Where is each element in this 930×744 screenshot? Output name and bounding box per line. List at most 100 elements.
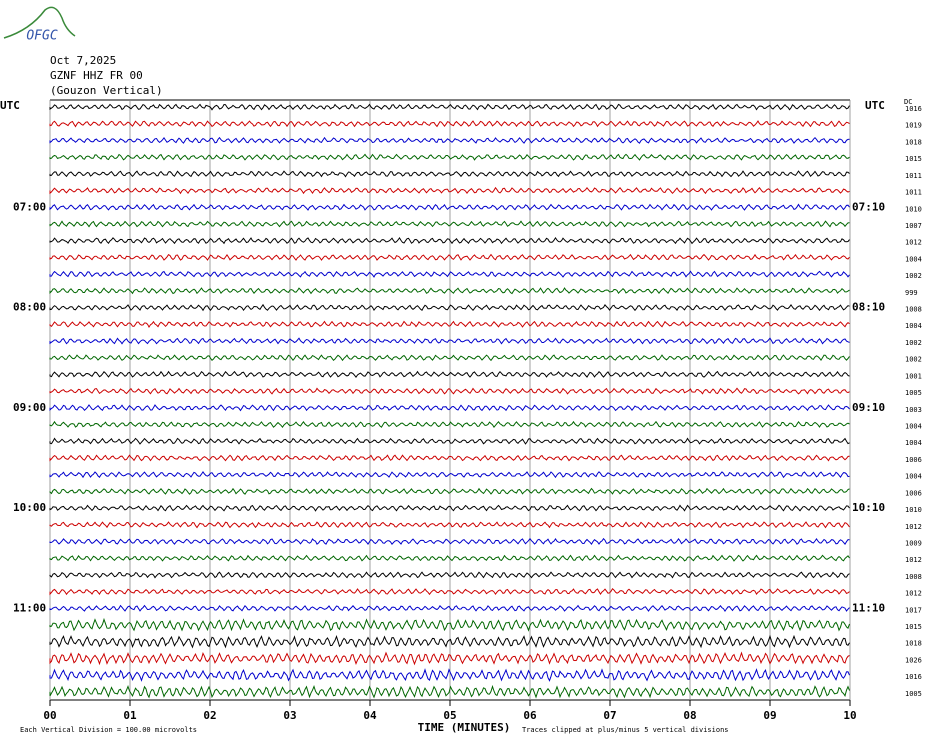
trace (49, 437, 850, 445)
trace (49, 303, 850, 312)
dc-offset: 1017 (905, 606, 922, 614)
logo: OFGC (26, 29, 57, 44)
trace (49, 103, 850, 111)
x-tick-label: 00 (43, 709, 56, 722)
dc-offset: 1008 (905, 573, 922, 581)
trace (49, 120, 850, 128)
trace (49, 170, 850, 178)
trace (49, 617, 850, 632)
dc-offset: 1009 (905, 539, 922, 547)
trace (49, 537, 850, 546)
dc-offset: 1003 (905, 406, 922, 414)
logo-mark (3, 6, 76, 39)
x-tick-label: 02 (203, 709, 216, 722)
dc-offset: 1015 (905, 155, 922, 163)
dc-offset: 1004 (905, 473, 922, 481)
minute-label: 07:10 (852, 200, 885, 213)
dc-offset: 1008 (905, 306, 922, 314)
trace (49, 270, 850, 278)
trace (49, 668, 850, 682)
station: GZNF HHZ FR 00 (50, 69, 143, 82)
hour-label: 10:00 (13, 501, 46, 514)
dc-offset: 999 (905, 289, 918, 297)
hour-label: 07:00 (13, 200, 46, 213)
trace (49, 186, 850, 195)
minute-label: 08:10 (852, 301, 885, 314)
dc-offset: 1011 (905, 172, 922, 180)
trace (49, 203, 850, 211)
hour-label: 09:00 (13, 401, 46, 414)
dc-offset: 1012 (905, 523, 922, 531)
dc-offset: 1001 (905, 372, 922, 380)
trace (49, 320, 850, 328)
dc-offset: 1016 (905, 673, 922, 681)
trace (49, 420, 850, 429)
minute-label: 09:10 (852, 401, 885, 414)
dc-offset: 1004 (905, 322, 922, 330)
trace (49, 387, 850, 395)
trace (49, 684, 850, 699)
x-tick-label: 04 (363, 709, 377, 722)
dc-offset: 1011 (905, 189, 922, 197)
dc-offset: 1002 (905, 272, 922, 280)
hour-label: 08:00 (13, 301, 46, 314)
left-axis-label: UTC (0, 99, 20, 112)
trace (49, 153, 850, 161)
trace (49, 588, 850, 596)
trace (49, 220, 850, 228)
trace (49, 404, 850, 412)
dc-offset: 1012 (905, 239, 922, 247)
trace (49, 521, 850, 529)
x-tick-label: 05 (443, 709, 456, 722)
trace (49, 634, 850, 649)
dc-offset: 1018 (905, 138, 922, 146)
x-tick-label: 07 (603, 709, 616, 722)
minute-label: 11:10 (852, 601, 885, 614)
x-tick-label: 09 (763, 709, 776, 722)
dc-offset: 1005 (905, 389, 922, 397)
trace (49, 236, 850, 245)
dc-offset: 1012 (905, 590, 922, 598)
x-tick-label: 01 (123, 709, 137, 722)
dc-offset: 1018 (905, 640, 922, 648)
trace (49, 504, 850, 512)
dc-offset: 1004 (905, 422, 922, 430)
dc-offset: 1012 (905, 556, 922, 564)
trace (49, 337, 850, 345)
minute-label: 10:10 (852, 501, 885, 514)
x-axis-label: TIME (MINUTES) (418, 721, 511, 734)
dc-offset: 1006 (905, 489, 922, 497)
dc-offset: 1002 (905, 339, 922, 347)
dc-offset: 1006 (905, 456, 922, 464)
dc-offset: 1010 (905, 506, 922, 514)
dc-label: DC (904, 98, 912, 106)
trace (49, 354, 850, 362)
trace (49, 571, 850, 579)
x-tick-label: 10 (843, 709, 856, 722)
trace (49, 454, 850, 462)
dc-offset: 1004 (905, 255, 922, 263)
trace (49, 253, 850, 261)
trace (49, 604, 850, 613)
dc-offset: 1007 (905, 222, 922, 230)
dc-offset: 1015 (905, 623, 922, 631)
dc-offset: 1019 (905, 122, 922, 130)
hour-label: 11:00 (13, 601, 46, 614)
trace (49, 487, 850, 495)
scale-note: Each Vertical Division = 100.00 microvol… (20, 726, 197, 734)
x-tick-label: 03 (283, 709, 296, 722)
trace (49, 287, 850, 295)
dc-offset: 1005 (905, 690, 922, 698)
trace (49, 471, 850, 479)
date: Oct 7,2025 (50, 54, 116, 67)
dc-offset: 1010 (905, 205, 922, 213)
clip-note: Traces clipped at plus/minus 5 vertical … (522, 726, 729, 734)
trace (49, 651, 850, 666)
dc-offset: 1002 (905, 356, 922, 364)
dc-offset: 1004 (905, 439, 922, 447)
location: (Gouzon Vertical) (50, 84, 163, 97)
x-tick-label: 08 (683, 709, 696, 722)
x-tick-label: 06 (523, 709, 537, 722)
